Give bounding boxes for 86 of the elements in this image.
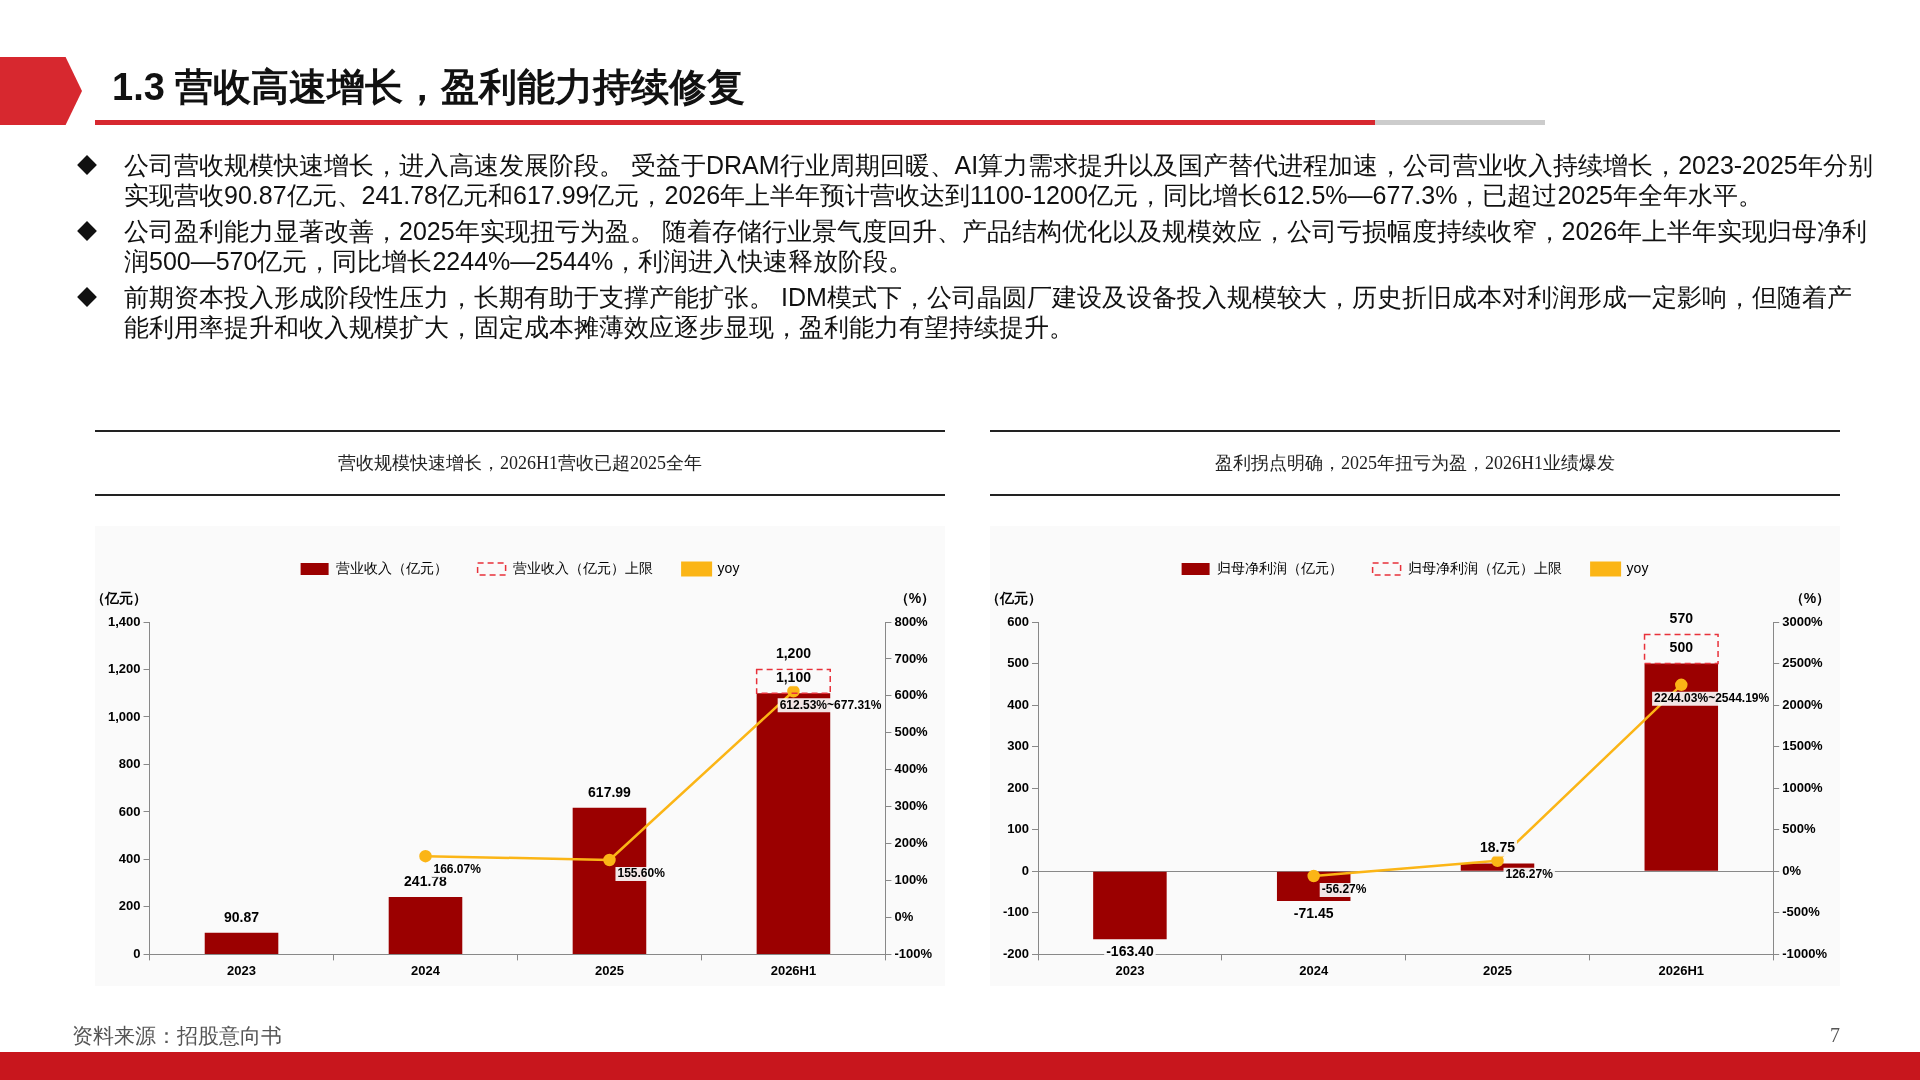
legend-label: 营业收入（亿元） [335, 559, 448, 576]
data-label: 18.75 [1479, 839, 1516, 856]
bar [204, 932, 279, 954]
y-tick-label: -200 [1002, 945, 1030, 961]
data-label: -71.45 [1293, 904, 1334, 921]
y2-tick-label: 300% [894, 798, 929, 814]
data-label: 2244.03%~2544.19% [1654, 691, 1770, 706]
y-tick-label: 400 [1007, 696, 1030, 712]
point [603, 853, 616, 867]
x-tick-label: 2025 [595, 962, 624, 978]
y2-tick-label: 2500% [1782, 655, 1824, 671]
data-label: -56.27% [1321, 882, 1367, 897]
y2-tick-label: -500% [1782, 904, 1821, 920]
y2-axis-title: （%） [1789, 589, 1831, 606]
y-tick-label: 200 [118, 898, 141, 914]
data-label: -163.40 [1106, 943, 1154, 960]
data-label: 612.53%~677.31% [779, 697, 882, 712]
legend-label: 归母净利润（亿元） [1216, 559, 1343, 576]
data-label: 166.07% [433, 862, 482, 877]
y2-tick-label: 0% [1782, 862, 1802, 878]
data-label: 1,100 [775, 669, 812, 686]
y2-tick-label: -100% [894, 945, 933, 961]
data-label: 90.87 [223, 908, 260, 925]
legend-label: yoy [717, 559, 740, 576]
y2-tick-label: 500% [894, 724, 929, 740]
y2-tick-label: 200% [894, 835, 929, 851]
y-tick-label: 0 [1021, 862, 1030, 878]
y2-tick-label: 700% [894, 650, 929, 666]
y-tick-label: 800 [118, 756, 141, 772]
y-tick-label: 300 [1007, 738, 1030, 754]
chart-title: 盈利拐点明确，2025年扭亏为盈，2026H1业绩爆发 [990, 430, 1840, 496]
data-label: 500 [1669, 639, 1694, 656]
y-tick-label: 1,200 [107, 661, 141, 677]
bar [755, 668, 831, 694]
x-tick-label: 2026H1 [770, 962, 817, 978]
y2-tick-label: 3000% [1782, 613, 1824, 629]
y2-tick-label: 800% [894, 613, 929, 629]
text: 7 [1830, 1024, 1840, 1047]
text: 公司营收规模快速增长，进入高速发展阶段。 受益于DRAM行业周期回暖、AI算力需求提升以及国产替代进程加速，公司营业收入持续增长，2023-2025年分别实现营收90.87亿元、241.78亿元和617.99亿元，2026年上半年预计营收达到1100-1200亿元，同比增长612.5%—677.3%，已超过2025年全年水平。 [124, 150, 1874, 210]
text: 公司盈利能力显著改善，2025年实现扭亏为盈。 随着存储行业景气度回升、产品结构优化以及规模效应，公司亏损幅度持续收窄，2026年上半年实现归母净利润500—570亿元，同比增长2244%—2544%，利润进入快速释放阶段。 [124, 216, 1869, 276]
y-tick-label: 200 [1007, 779, 1030, 795]
y-tick-label: 600 [118, 803, 141, 819]
y-tick-label: 100 [1007, 821, 1030, 837]
x-tick-label: 2025 [1483, 962, 1512, 978]
point [419, 849, 432, 863]
y2-tick-label: 500% [1782, 821, 1816, 837]
x-tick-label: 2024 [1299, 962, 1329, 978]
total-label: 1,200 [775, 645, 812, 662]
y-axis-title: （亿元） [91, 589, 147, 606]
bar [1093, 871, 1167, 940]
text: 1.3 营收高速增长，盈利能力持续修复 [112, 65, 746, 110]
y-tick-label: 1,000 [107, 708, 141, 724]
x-tick-label: 2024 [411, 962, 441, 978]
legend-label: yoy [1626, 559, 1649, 576]
point [1307, 869, 1320, 883]
y2-tick-label: -1000% [1782, 945, 1828, 961]
bar [1643, 633, 1719, 665]
x-tick-label: 2023 [1115, 962, 1145, 978]
y-tick-label: 600 [1007, 613, 1030, 629]
total-label: 570 [1669, 610, 1694, 627]
x-tick-label: 2023 [227, 962, 256, 978]
legend-label: 归母净利润（亿元）上限 [1407, 559, 1562, 576]
y2-tick-label: 0% [894, 909, 914, 925]
y-tick-label: 0 [133, 945, 141, 961]
x-tick-label: 2026H1 [1658, 962, 1705, 978]
y-axis-title: （亿元） [986, 589, 1042, 606]
y-tick-label: 1,400 [107, 613, 141, 629]
y2-axis-title: （%） [894, 589, 936, 606]
data-label: 155.60% [617, 866, 666, 881]
legend-label: 营业收入（亿元）上限 [512, 559, 653, 576]
y2-tick-label: 1500% [1782, 738, 1824, 754]
text: 资料来源：招股意向书 [72, 1023, 282, 1050]
data-label: 617.99 [588, 783, 632, 800]
data-label: 126.27% [1505, 867, 1554, 882]
bar [388, 897, 463, 954]
y2-tick-label: 2000% [1782, 696, 1824, 712]
point [1675, 678, 1688, 692]
text: 前期资本投入形成阶段性压力，长期有助于支撑产能扩张。 IDM模式下，公司晶圆厂建设及设备投入规模较大，历史折旧成本对利润形成一定影响，但随着产能利用率提升和收入规模扩大，固定成本摊薄效应逐步显现，盈利能力有望持续提升。 [124, 282, 1853, 342]
y2-tick-label: 600% [894, 687, 929, 703]
y-tick-label: 400 [118, 851, 141, 867]
y2-tick-label: 1000% [1782, 779, 1824, 795]
chart-title: 营收规模快速增长，2026H1营收已超2025全年 [95, 430, 945, 496]
y2-tick-label: 100% [894, 872, 929, 888]
y2-tick-label: 400% [894, 761, 929, 777]
y-tick-label: 500 [1007, 655, 1030, 671]
y-tick-label: -100 [1002, 904, 1030, 920]
